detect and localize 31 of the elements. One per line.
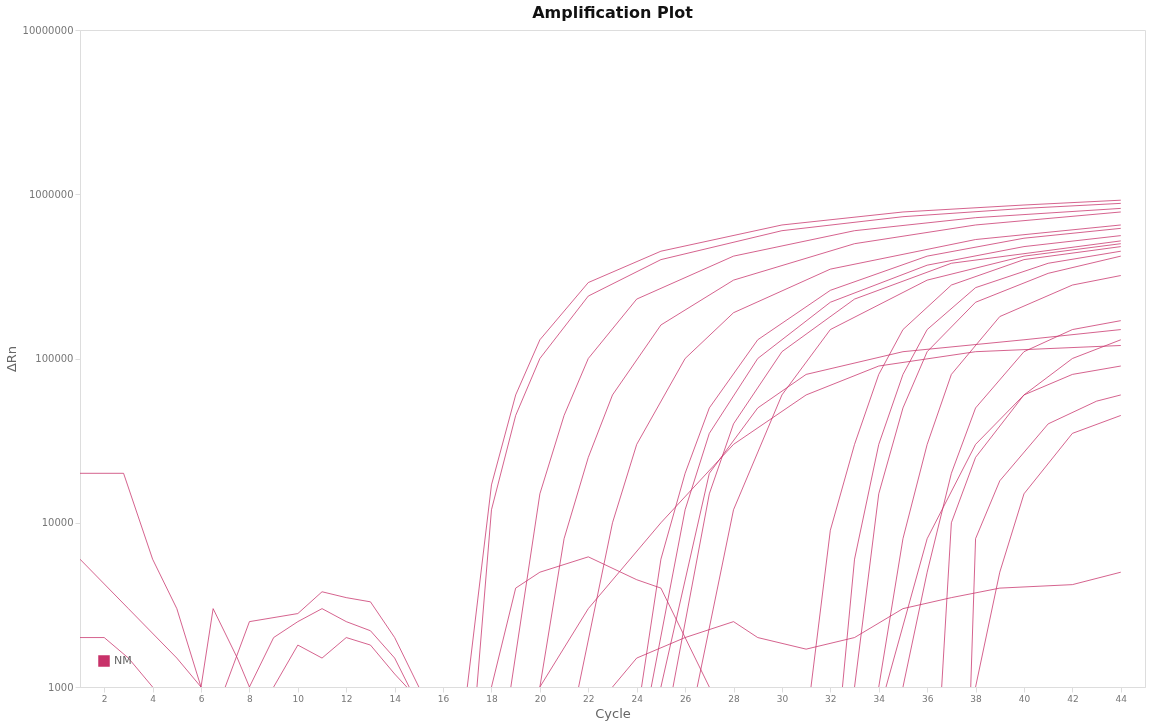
x-tick-label: 22: [583, 693, 595, 704]
y-tick-label: 1000000: [28, 188, 74, 200]
x-tick-label: 2: [101, 693, 108, 704]
x-tick-label: 32: [825, 693, 837, 704]
y-tick-label: 10000: [41, 517, 74, 529]
x-tick-label: 28: [728, 693, 741, 704]
x-tick-label: 42: [1067, 693, 1079, 704]
x-tick-label: 38: [970, 693, 983, 704]
x-tick-label: 26: [679, 693, 692, 704]
x-tick-label: 12: [341, 693, 353, 704]
x-tick-label: 34: [873, 693, 886, 704]
x-tick-label: 6: [198, 693, 205, 704]
y-axis-title: ΔRn: [3, 345, 19, 373]
y-tick-label: 10000000: [22, 24, 74, 36]
y-tick-label: 1000: [48, 681, 74, 693]
x-tick-label: 44: [1115, 693, 1128, 704]
x-tick-label: 4: [150, 693, 157, 704]
x-tick-label: 18: [486, 693, 498, 704]
x-tick-label: 36: [921, 693, 934, 704]
x-tick-label: 14: [389, 693, 402, 704]
x-tick-label: 40: [1018, 693, 1031, 704]
x-tick-label: 16: [437, 693, 450, 704]
legend-label: NM: [114, 654, 132, 667]
x-tick-label: 30: [776, 693, 789, 704]
x-tick-label: 10: [292, 693, 305, 704]
y-tick-label: 100000: [35, 353, 74, 364]
x-axis-title: Cycle: [595, 705, 631, 721]
chart-title: Amplification Plot: [532, 3, 694, 22]
x-tick-label: 20: [534, 693, 547, 704]
x-tick-label: 24: [631, 693, 644, 704]
x-tick-label: 8: [247, 693, 254, 704]
